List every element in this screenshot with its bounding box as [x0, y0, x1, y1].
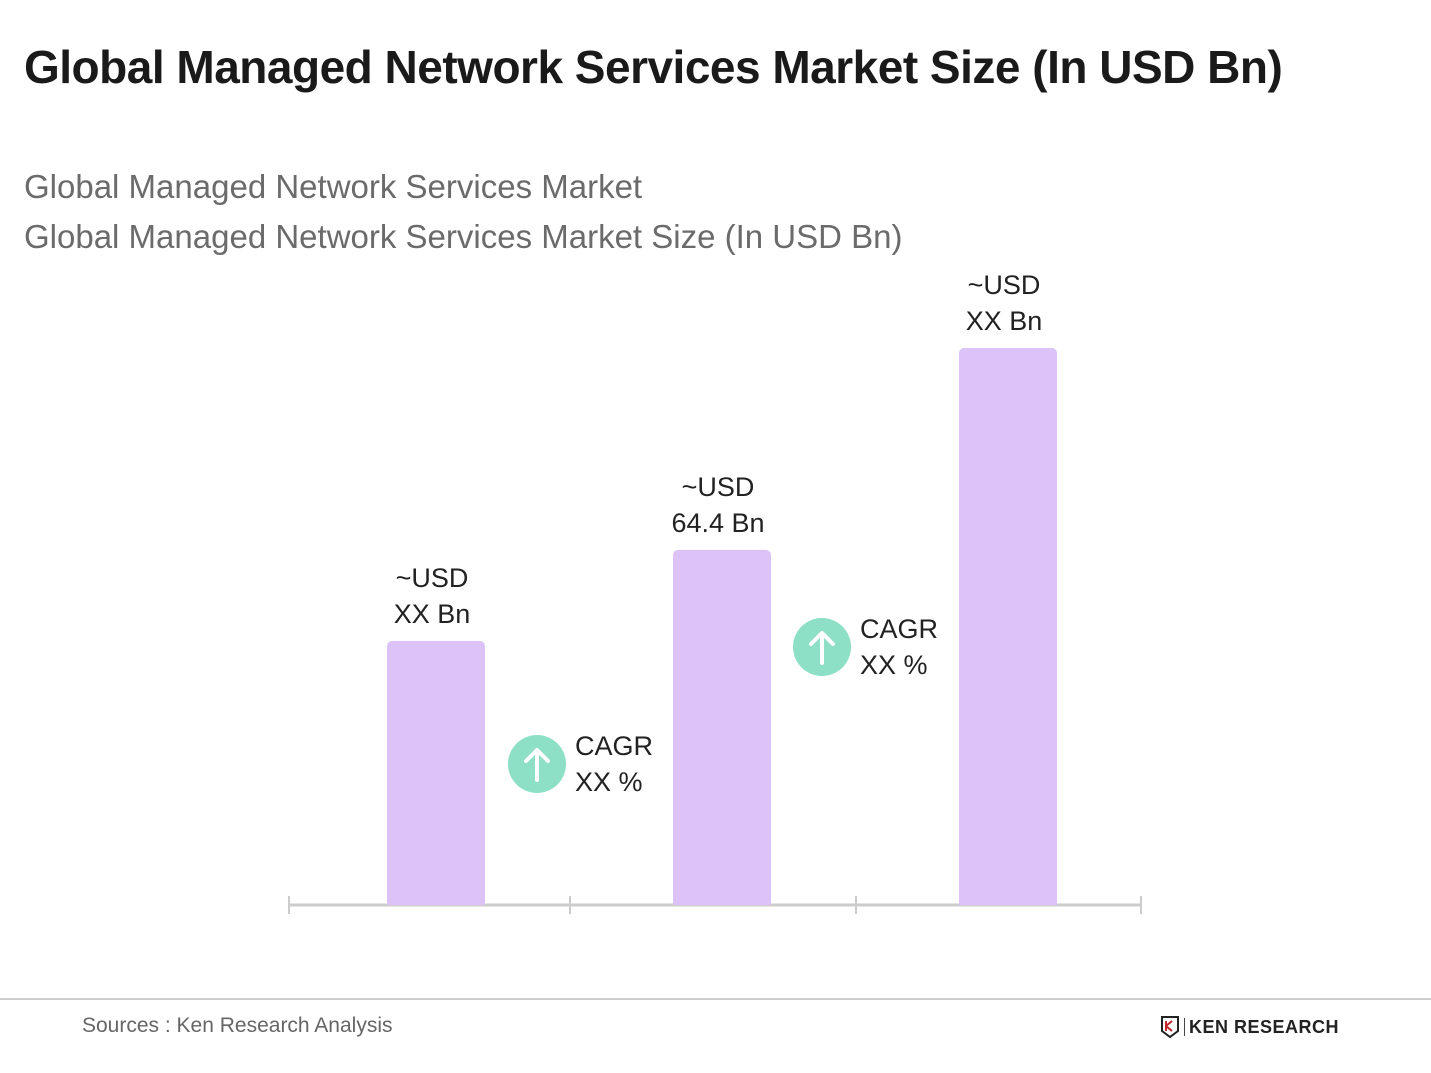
- cagr-label: XX %: [575, 767, 643, 797]
- source-note: Sources : Ken Research Analysis: [82, 1014, 393, 1037]
- data-label: ~USD: [682, 472, 755, 502]
- bar: [387, 640, 485, 905]
- chart-subtitle: Global Managed Network Services Market: [24, 168, 643, 205]
- cagr-label: XX %: [860, 650, 928, 680]
- ken-research-logo: KEN RESEARCH: [1160, 1016, 1339, 1038]
- page-title: Global Managed Network Services Market S…: [24, 41, 1283, 93]
- bar-chart: ~USD XX Bn ~USD 64.4 Bn ~USD XX Bn CAGR XX % CAG…: [288, 270, 1142, 914]
- footer-divider: [0, 998, 1431, 1000]
- bar: [673, 549, 771, 905]
- data-label: ~USD: [396, 563, 469, 593]
- logo-text: KEN RESEARCH: [1189, 1016, 1340, 1037]
- data-label: XX Bn: [394, 599, 471, 629]
- data-label: 64.4 Bn: [671, 508, 764, 538]
- logo-separator: [1184, 1018, 1185, 1036]
- arrow-up-glyph: [524, 748, 550, 782]
- chart-subtitle-2: Global Managed Network Services Market S…: [24, 218, 903, 255]
- data-label: ~USD: [968, 270, 1041, 300]
- cagr-label: CAGR: [575, 731, 653, 761]
- ken-logo-icon: [1161, 1016, 1179, 1038]
- bar: [959, 348, 1057, 905]
- data-label: XX Bn: [966, 306, 1043, 336]
- cagr-label: CAGR: [860, 614, 938, 644]
- arrow-up-glyph: [809, 631, 835, 665]
